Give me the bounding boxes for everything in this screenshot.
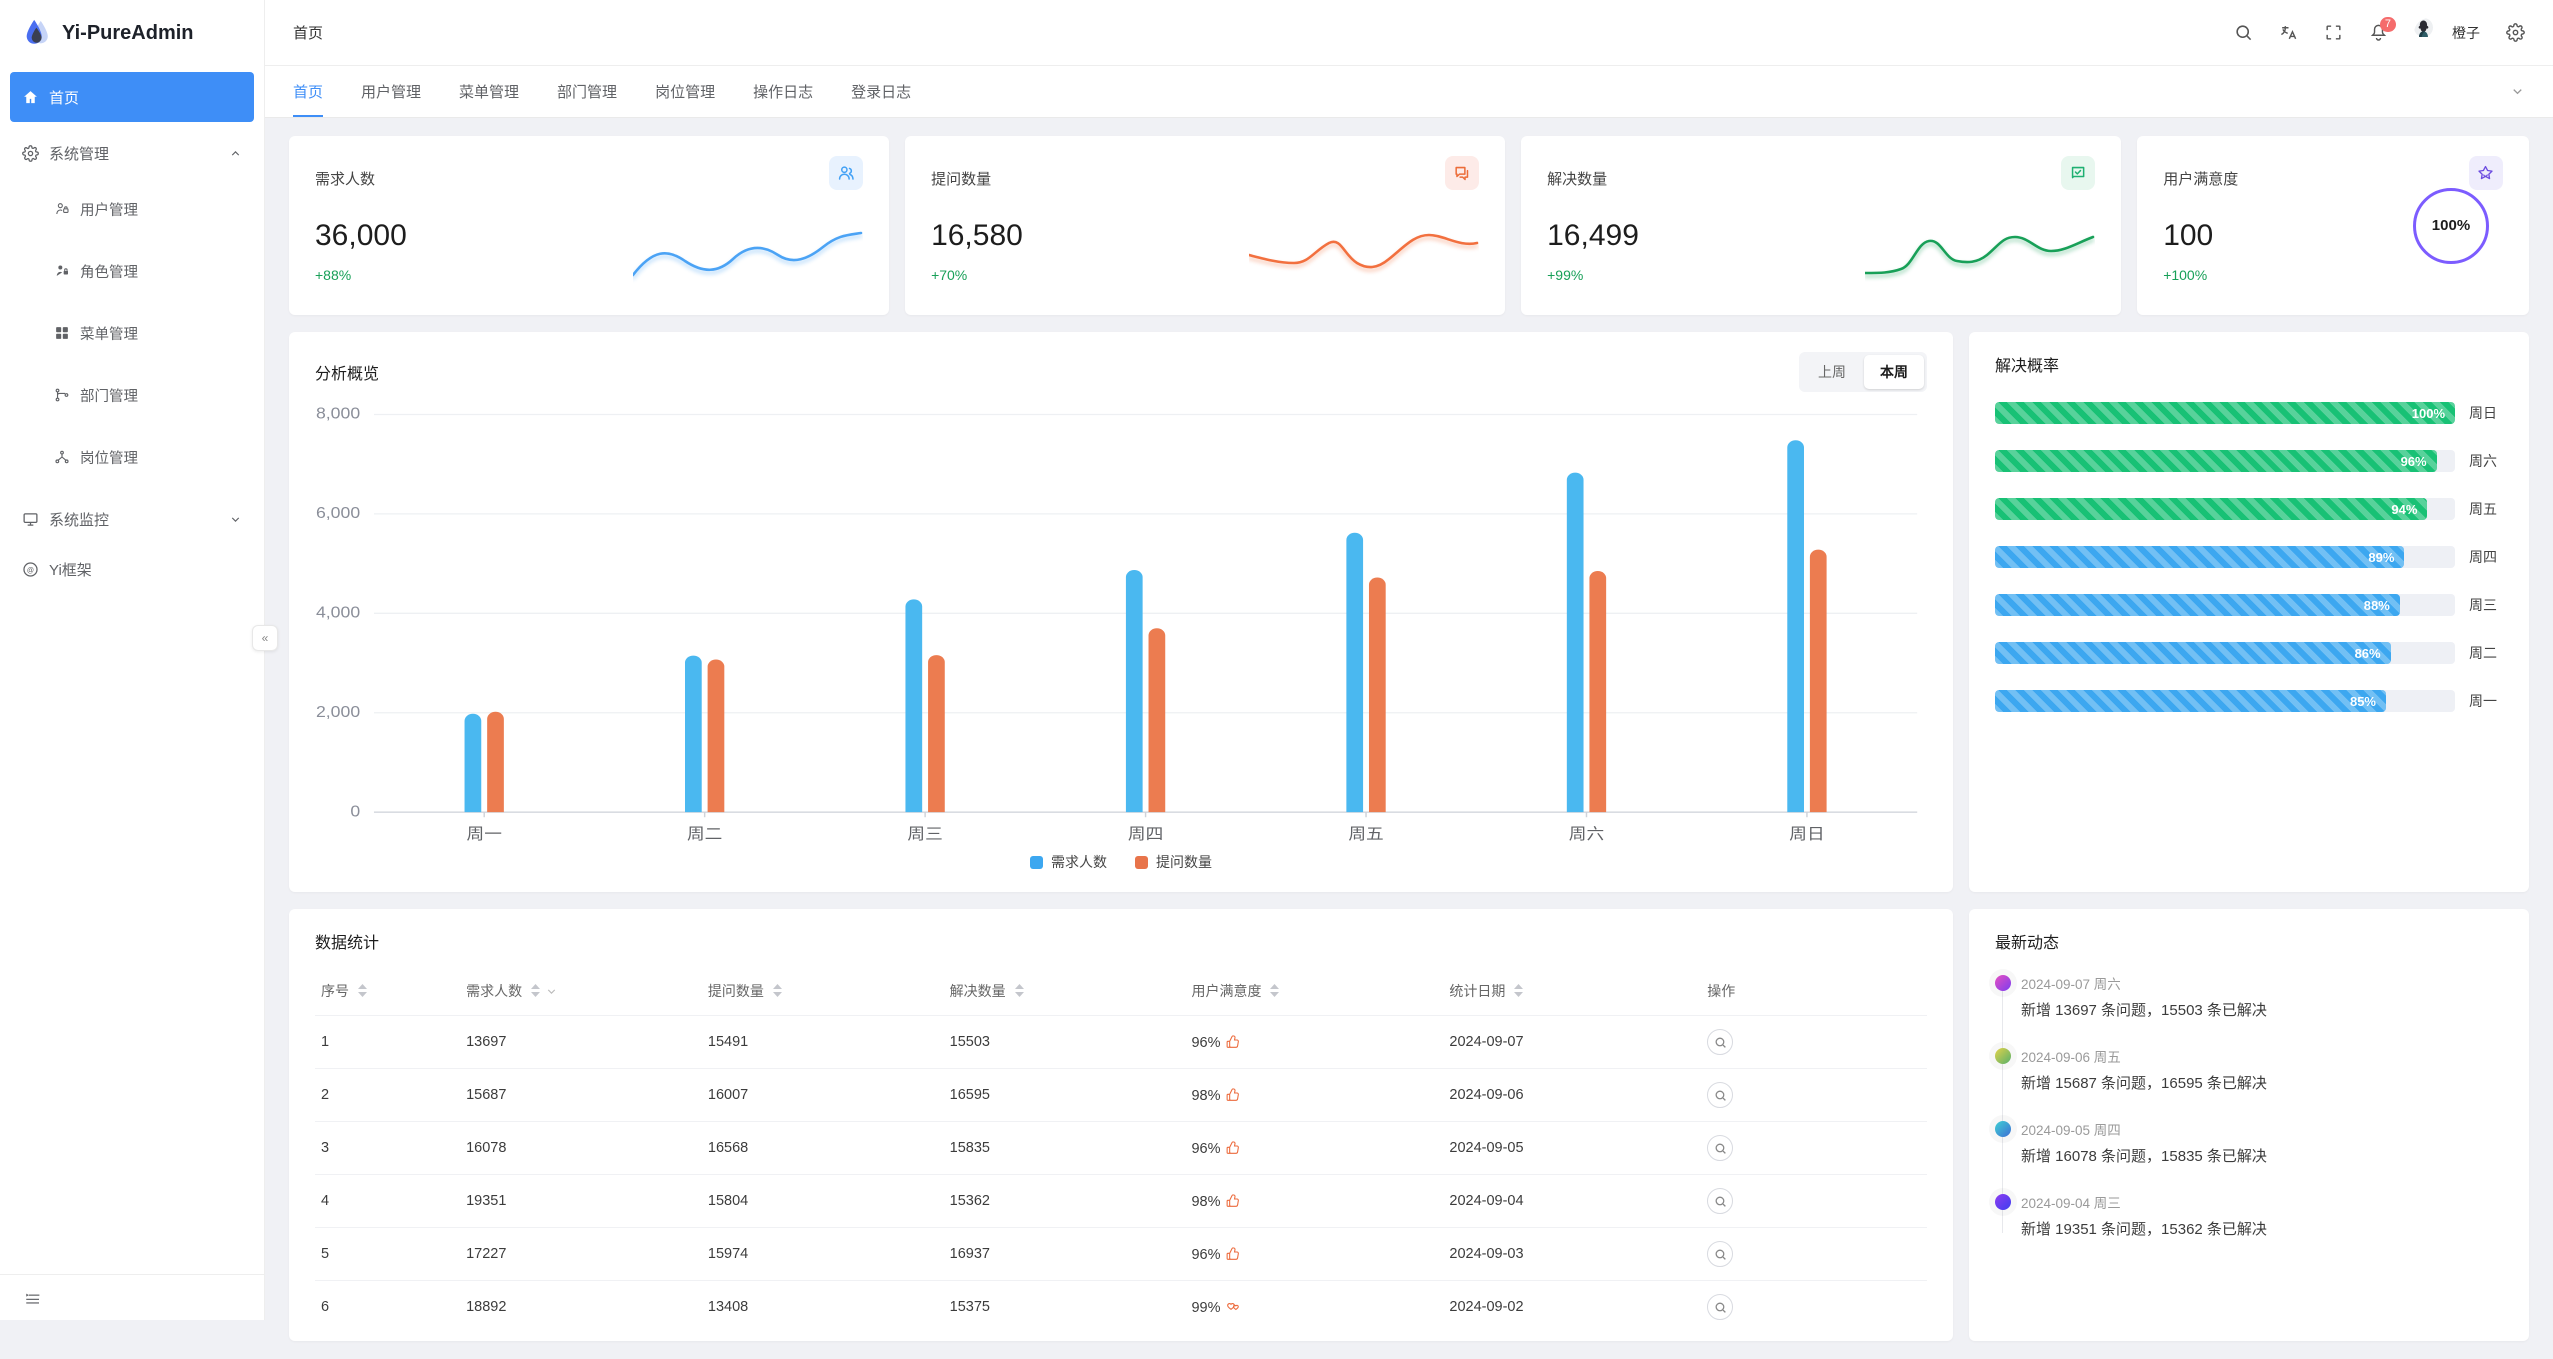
svg-text:周四: 周四 — [1128, 826, 1163, 843]
svg-text:@: @ — [27, 566, 34, 574]
svg-text:周一: 周一 — [467, 826, 502, 843]
svg-text:周日: 周日 — [1789, 826, 1824, 843]
svg-text:8,000: 8,000 — [316, 406, 360, 423]
svg-text:2,000: 2,000 — [316, 704, 360, 721]
svg-text:0: 0 — [350, 803, 360, 820]
svg-text:6,000: 6,000 — [316, 505, 360, 522]
svg-text:周二: 周二 — [687, 826, 722, 843]
svg-text:周五: 周五 — [1348, 826, 1383, 843]
svg-text:4,000: 4,000 — [316, 605, 360, 622]
svg-text:周六: 周六 — [1569, 825, 1604, 843]
svg-text:周三: 周三 — [907, 826, 942, 843]
